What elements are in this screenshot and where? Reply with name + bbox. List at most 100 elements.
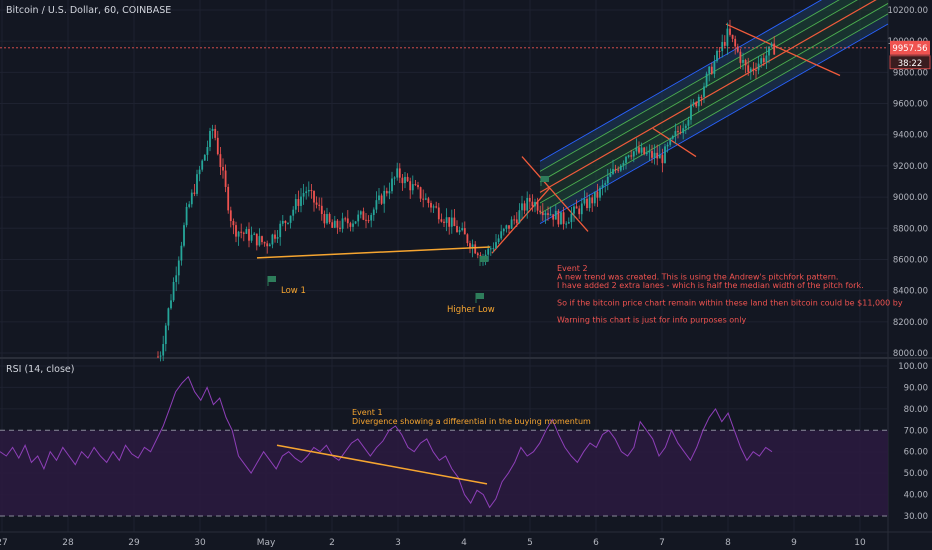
candle-body — [175, 275, 178, 282]
candle-body — [632, 151, 635, 157]
candle-body — [513, 219, 516, 221]
candle-body — [276, 237, 279, 239]
candle-body — [708, 66, 711, 74]
candle-body — [162, 344, 165, 356]
candle-body — [596, 191, 599, 198]
candle-body — [372, 209, 375, 216]
candle-body — [331, 222, 334, 228]
candle-body — [263, 242, 266, 244]
candle-body — [209, 130, 211, 148]
candle-body — [300, 196, 302, 206]
candle-body — [671, 136, 674, 139]
candle-body — [253, 233, 256, 235]
pitchfork-line — [539, 0, 858, 183]
price-tick-label: 8200.00 — [893, 318, 928, 328]
candle-body — [326, 214, 328, 224]
candle-body — [170, 300, 172, 309]
rsi-line — [0, 375, 773, 509]
candle-body — [606, 176, 609, 184]
candle-body — [430, 202, 432, 208]
candle-body — [742, 59, 744, 63]
candle-body — [500, 231, 503, 239]
candle-body — [193, 192, 196, 194]
rsi-divergence-line — [276, 444, 488, 485]
candle-body — [409, 181, 412, 191]
candle-body — [640, 147, 643, 153]
candle-body — [310, 189, 313, 191]
candle-body — [375, 200, 378, 210]
flag-body — [541, 176, 549, 182]
candle-body — [180, 245, 183, 261]
candle-body — [627, 155, 630, 157]
pitchfork-handle — [491, 187, 551, 254]
candle-body — [677, 131, 679, 133]
candle-body — [570, 213, 573, 223]
countdown-label: 38:22 — [898, 59, 923, 69]
candle-body — [604, 183, 607, 185]
candle-body — [755, 70, 757, 72]
candle-body — [268, 244, 271, 247]
candle-body — [536, 202, 539, 211]
candle-body — [713, 61, 716, 74]
candle-body — [248, 229, 250, 241]
candle-body — [294, 199, 297, 210]
candle-body — [752, 68, 755, 71]
candle-body — [578, 208, 581, 215]
candle-body — [463, 228, 466, 235]
candle-body — [744, 59, 747, 66]
candle-body — [287, 222, 289, 224]
candle-body — [669, 138, 672, 145]
support-trendline — [256, 246, 491, 259]
candle-body — [549, 214, 552, 216]
candle-body — [617, 169, 620, 171]
candle-body — [734, 38, 737, 47]
candle-body — [206, 147, 209, 155]
candle-body — [250, 234, 253, 241]
candle-body — [762, 58, 765, 63]
candle-body — [391, 178, 393, 192]
candle-body — [723, 42, 726, 46]
candle-body — [190, 192, 193, 205]
rsi-tick-label: 60.00 — [904, 448, 928, 458]
candle-body — [614, 168, 617, 170]
rsi-tick-label: 100.00 — [898, 362, 928, 372]
x-tick-label: 5 — [527, 538, 533, 548]
candle-body — [547, 213, 549, 215]
candle-body — [718, 50, 721, 52]
candle-body — [692, 102, 695, 105]
candle-body — [411, 184, 414, 191]
candle-body — [484, 254, 487, 257]
candle-body — [682, 128, 685, 134]
candle-body — [531, 201, 534, 207]
candle-body — [378, 195, 380, 201]
candle-body — [417, 185, 419, 188]
candle-body — [227, 186, 230, 211]
candle-body — [242, 232, 245, 234]
price-tick-label: 9400.00 — [893, 131, 928, 141]
candle-body — [424, 198, 427, 200]
candle-body — [643, 147, 646, 155]
candle-body — [645, 152, 648, 155]
low1-label: Low 1 — [281, 286, 306, 296]
higher-low-label: Higher Low — [447, 305, 495, 315]
candle-body — [255, 233, 258, 246]
candle-body — [544, 213, 547, 216]
candle-body — [635, 147, 638, 152]
candle-body — [573, 206, 575, 214]
candle-body — [401, 177, 404, 184]
candle-body — [222, 167, 224, 171]
candle-body — [599, 187, 601, 198]
candle-body — [354, 221, 357, 224]
flag-body — [480, 256, 488, 262]
candle-body — [661, 154, 664, 164]
price-tick-label: 9200.00 — [893, 162, 928, 172]
candle-body — [560, 212, 562, 225]
candle-body — [760, 58, 763, 64]
candle-body — [302, 193, 305, 197]
candle-body — [346, 218, 349, 224]
candle-body — [219, 154, 222, 168]
candle-body — [521, 203, 523, 211]
candle-body — [281, 220, 284, 224]
candle-body — [658, 154, 661, 159]
